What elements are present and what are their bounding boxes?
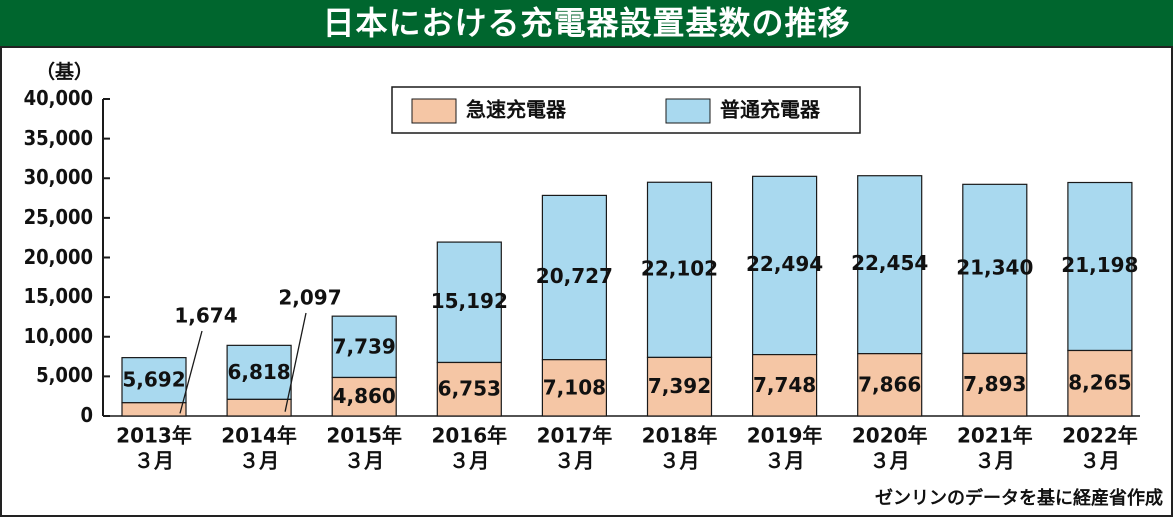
x-tick-label-month: ３月 <box>765 449 805 473</box>
legend-box <box>391 86 861 134</box>
data-label-normal: 20,727 <box>536 264 613 288</box>
bar-normal-charger <box>331 315 397 379</box>
bar-fast-charger <box>331 376 397 417</box>
bar-normal-charger <box>962 183 1028 355</box>
x-tick-label-year: 2015年 <box>326 424 402 448</box>
bar-fast-charger <box>226 398 292 417</box>
y-tick-label: 30,000 <box>23 165 93 190</box>
data-label-normal: 21,340 <box>956 255 1033 279</box>
bar-fast-charger <box>857 353 923 417</box>
data-label-normal: 6,818 <box>227 360 290 384</box>
x-tick-label-year: 2021年 <box>957 424 1033 448</box>
x-tick-label-year: 2016年 <box>431 424 507 448</box>
bar-normal-charger <box>857 175 923 355</box>
legend-label-fast: 急速充電器 <box>466 98 567 122</box>
bar-normal-charger <box>1067 181 1133 352</box>
y-tick-label: 40,000 <box>23 86 93 110</box>
bar-normal-charger <box>751 175 818 356</box>
y-unit-label: （基） <box>36 61 94 83</box>
x-tick-label-month: ３月 <box>1080 449 1120 473</box>
bar-fast-charger <box>751 353 818 417</box>
y-tick-label: 20,000 <box>23 244 93 269</box>
source-note: ゼンリンのデータを基に経産省作成 <box>875 488 1163 509</box>
x-tick-label-month: ３月 <box>554 449 594 473</box>
bar-fast-charger <box>541 359 608 417</box>
data-label-normal: 15,192 <box>431 289 508 313</box>
data-label-normal: 22,102 <box>641 256 718 280</box>
x-tick-label-year: 2022年 <box>1062 424 1138 448</box>
bar-normal-charger <box>541 194 608 361</box>
data-label-normal: 21,198 <box>1061 253 1138 277</box>
x-tick-label-month: ３月 <box>134 449 174 473</box>
x-tick-label-month: ３月 <box>449 449 489 473</box>
bar-normal-charger <box>226 344 292 400</box>
data-label-fast: 1,674 <box>174 304 237 328</box>
bar-normal-charger <box>436 241 502 364</box>
title-banner: 日本における充電器設置基数の推移 <box>0 0 1173 46</box>
data-label-fast: 7,748 <box>753 373 816 397</box>
data-label-fast: 8,265 <box>1068 371 1131 395</box>
data-label-normal: 22,454 <box>851 251 928 275</box>
bar-fast-charger <box>1067 349 1133 417</box>
x-tick-label-year: 2017年 <box>537 424 613 448</box>
y-tick-label: 5,000 <box>36 363 93 388</box>
data-label-normal: 22,494 <box>746 252 823 276</box>
x-tick-label-month: ３月 <box>660 449 700 473</box>
data-label-fast: 4,860 <box>333 384 396 408</box>
label-leader-line <box>284 312 307 412</box>
data-label-fast: 6,753 <box>438 377 501 401</box>
legend-swatch-normal <box>665 98 711 124</box>
data-label-normal: 7,739 <box>333 334 396 358</box>
data-label-fast: 7,392 <box>648 374 711 398</box>
data-label-fast: 7,108 <box>543 375 606 399</box>
chart-border <box>0 46 1173 517</box>
y-tick-label: 0 <box>80 403 93 427</box>
legend-label-normal: 普通充電器 <box>720 98 821 122</box>
y-tick-label: 10,000 <box>23 323 93 348</box>
y-tick-label: 15,000 <box>23 284 93 309</box>
data-label-fast: 7,893 <box>963 372 1026 396</box>
bar-fast-charger <box>121 402 187 417</box>
x-tick-label-year: 2013年 <box>116 424 192 448</box>
data-label-normal: 5,692 <box>122 368 185 392</box>
x-tick-label-year: 2019年 <box>747 424 823 448</box>
x-tick-label-year: 2014年 <box>221 424 297 448</box>
x-tick-label-month: ３月 <box>344 449 384 473</box>
x-tick-label-year: 2020年 <box>852 424 928 448</box>
label-leader-line <box>179 330 203 414</box>
legend-swatch-fast <box>411 98 457 124</box>
chart-title: 日本における充電器設置基数の推移 <box>322 4 851 42</box>
bar-normal-charger <box>646 181 713 359</box>
data-label-fast: 2,097 <box>278 286 341 310</box>
x-tick-label-year: 2018年 <box>642 424 718 448</box>
y-tick-label: 25,000 <box>23 204 93 229</box>
x-tick-label-month: ３月 <box>239 449 279 473</box>
x-tick-label-month: ３月 <box>975 449 1015 473</box>
bar-fast-charger <box>646 356 713 417</box>
bar-fast-charger <box>962 352 1028 417</box>
bar-fast-charger <box>436 361 502 417</box>
bar-normal-charger <box>121 357 187 404</box>
data-label-fast: 7,866 <box>858 372 921 396</box>
x-tick-label-month: ３月 <box>870 449 910 473</box>
y-tick-label: 35,000 <box>23 125 93 150</box>
